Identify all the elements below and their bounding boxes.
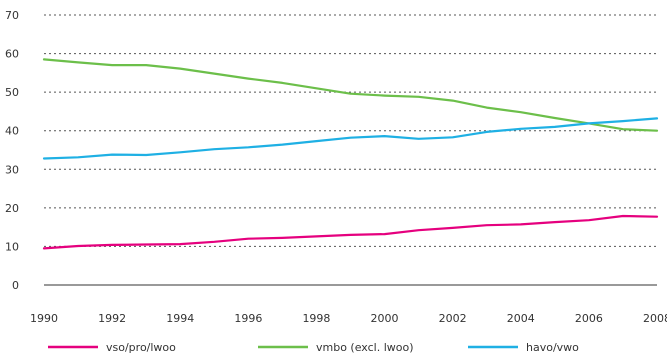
x-tick-label: 2008 — [643, 312, 667, 325]
y-tick-label: 10 — [5, 240, 19, 253]
x-tick-label: 2002 — [439, 312, 467, 325]
x-tick-label: 1996 — [234, 312, 262, 325]
legend-label: vso/pro/lwoo — [106, 341, 176, 354]
x-tick-label: 2000 — [371, 312, 399, 325]
y-tick-label: 50 — [5, 86, 19, 99]
grid-lines — [44, 14, 657, 247]
series-line-1 — [42, 58, 659, 132]
legend-label: vmbo (excl. lwoo) — [316, 341, 414, 354]
x-tick-label: 1990 — [30, 312, 58, 325]
series-lines — [42, 58, 659, 250]
y-tick-label: 30 — [5, 163, 19, 176]
series-line-0 — [42, 214, 659, 250]
x-axis-tick-labels: 1990 1992 1994 1996 1998 2000 2002 2004 2006 2008 — [30, 312, 667, 325]
legend-label: havo/vwo — [526, 341, 579, 354]
x-tick-label: 1992 — [98, 312, 126, 325]
y-tick-label: 70 — [5, 9, 19, 22]
legend: vso/pro/lwoo vmbo (excl. lwoo) havo/vwo — [48, 341, 579, 354]
x-tick-label: 1998 — [302, 312, 330, 325]
y-tick-label: 40 — [5, 125, 19, 138]
y-axis-tick-labels: 0 10 20 30 40 50 60 70 — [5, 9, 19, 292]
x-tick-label: 2004 — [507, 312, 535, 325]
y-tick-label: 20 — [5, 202, 19, 215]
y-tick-label: 0 — [12, 279, 19, 292]
x-tick-label: 2006 — [575, 312, 603, 325]
series-line-2 — [42, 117, 659, 160]
y-tick-label: 60 — [5, 48, 19, 61]
x-tick-label: 1994 — [166, 312, 194, 325]
